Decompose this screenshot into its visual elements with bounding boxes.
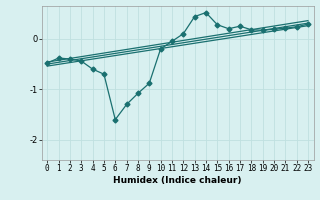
X-axis label: Humidex (Indice chaleur): Humidex (Indice chaleur): [113, 176, 242, 185]
